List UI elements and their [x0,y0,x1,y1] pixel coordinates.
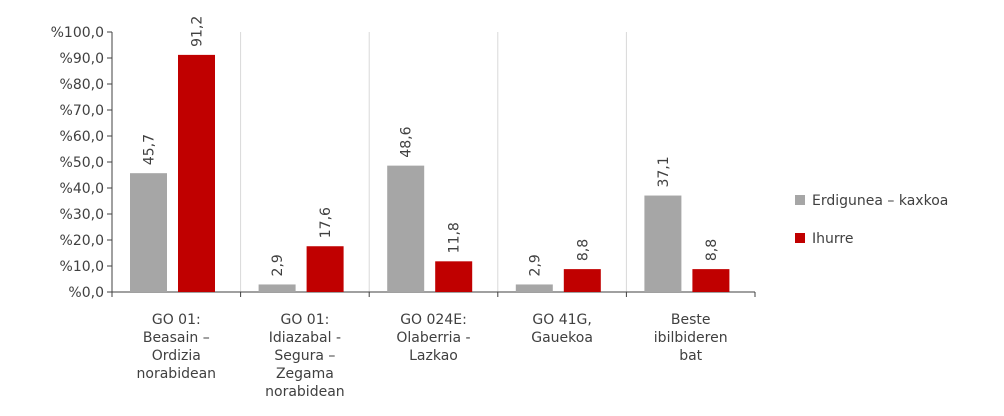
data-label: 2,9 [527,254,543,276]
bar [563,269,601,292]
x-tick-label: bat [679,348,702,364]
legend-swatch [795,195,805,205]
x-tick-label: Beste [671,312,711,328]
x-tick-label: GO 41G, [532,312,591,328]
y-tick-label: %80,0 [60,77,104,93]
bar [306,246,344,292]
bar [644,195,682,292]
y-tick-label: %20,0 [60,233,104,249]
data-label: 8,8 [704,239,720,261]
y-tick-label: %70,0 [60,103,104,119]
y-tick-label: %90,0 [60,51,104,67]
y-tick-label: %30,0 [60,207,104,223]
legend-swatch [795,233,805,243]
y-tick-label: %100,0 [51,25,104,41]
data-label: 37,1 [656,156,672,187]
y-tick-label: %50,0 [60,155,104,171]
x-tick-label: norabidean [137,366,217,382]
data-label: 8,8 [575,239,591,261]
y-tick-label: %0,0 [68,285,104,301]
legend-label: Ihurre [812,231,853,247]
legend-label: Erdigunea – kaxkoa [812,193,948,209]
bar [387,165,425,292]
bar [258,284,296,292]
x-tick-label: Ordizia [152,348,201,364]
y-tick-label: %40,0 [60,181,104,197]
bar [130,173,167,292]
x-tick-label: Lazkao [409,348,458,364]
x-tick-label: GO 024E: [400,312,467,328]
x-tick-label: Beasain – [143,330,210,346]
x-tick-label: GO 01: [280,312,329,328]
y-tick-label: %60,0 [60,129,104,145]
x-tick-label: GO 01: [152,312,201,328]
data-label: 2,9 [270,254,286,276]
x-tick-label: Olaberria - [396,330,470,346]
data-label: 17,6 [318,207,334,238]
x-tick-label: ibilbideren [654,330,728,346]
data-label: 48,6 [399,126,415,157]
data-label: 45,7 [142,134,158,165]
bar [435,261,473,292]
x-tick-label: Gauekoa [531,330,593,346]
x-tick-label: Zegama [276,366,334,382]
bar [515,284,553,292]
x-tick-label: norabidean [265,384,345,400]
bar [178,54,215,292]
x-tick-label: Segura – [274,348,335,364]
y-tick-label: %10,0 [60,259,104,275]
bar [692,269,730,292]
x-tick-label: Idiazabal - [269,330,341,346]
data-label: 11,8 [447,222,463,253]
data-label: 91,2 [190,16,206,47]
